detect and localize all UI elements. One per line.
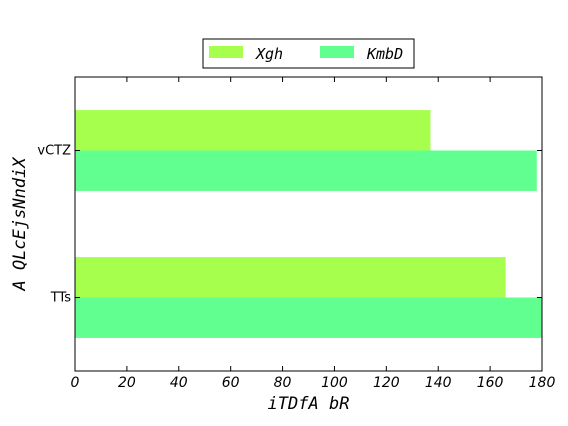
x-tick-label: 40 (170, 375, 188, 391)
plot-frame (74, 76, 543, 372)
bar-kmbd-vctz (75, 150, 537, 191)
x-tick-label: 160 (477, 375, 504, 391)
y-axis: TTs vCTZ (37, 144, 542, 306)
x-axis: 0 20 40 60 80 100 120 140 160 180 (71, 77, 556, 391)
y-axis-label: A QLcEjsNndiX (10, 156, 30, 292)
bar-xgh-vctz (75, 110, 431, 151)
x-tick-label: 180 (529, 375, 556, 391)
legend-label-kmbd: KmbD (366, 45, 403, 63)
x-tick-label: 100 (321, 375, 348, 391)
bars-group (75, 110, 542, 338)
x-tick-label: 120 (373, 375, 400, 391)
x-tick-label: 80 (274, 375, 292, 391)
x-tick-label: 20 (118, 375, 136, 391)
x-tick-label: 140 (425, 375, 452, 391)
legend: Xgh KmbD (202, 38, 415, 69)
x-axis-label: iTDfA bR (268, 394, 350, 414)
bar-xgh-tts (75, 257, 506, 298)
legend-label-xgh: Xgh (255, 45, 283, 63)
legend-swatch-kmbd (320, 46, 354, 58)
legend-swatch-xgh (209, 46, 243, 58)
x-tick-label: 0 (71, 375, 80, 391)
bar-kmbd-tts (75, 297, 542, 338)
y-tick-label: TTs (50, 291, 72, 306)
y-tick-label: vCTZ (37, 144, 71, 159)
x-tick-label: 60 (222, 375, 240, 391)
